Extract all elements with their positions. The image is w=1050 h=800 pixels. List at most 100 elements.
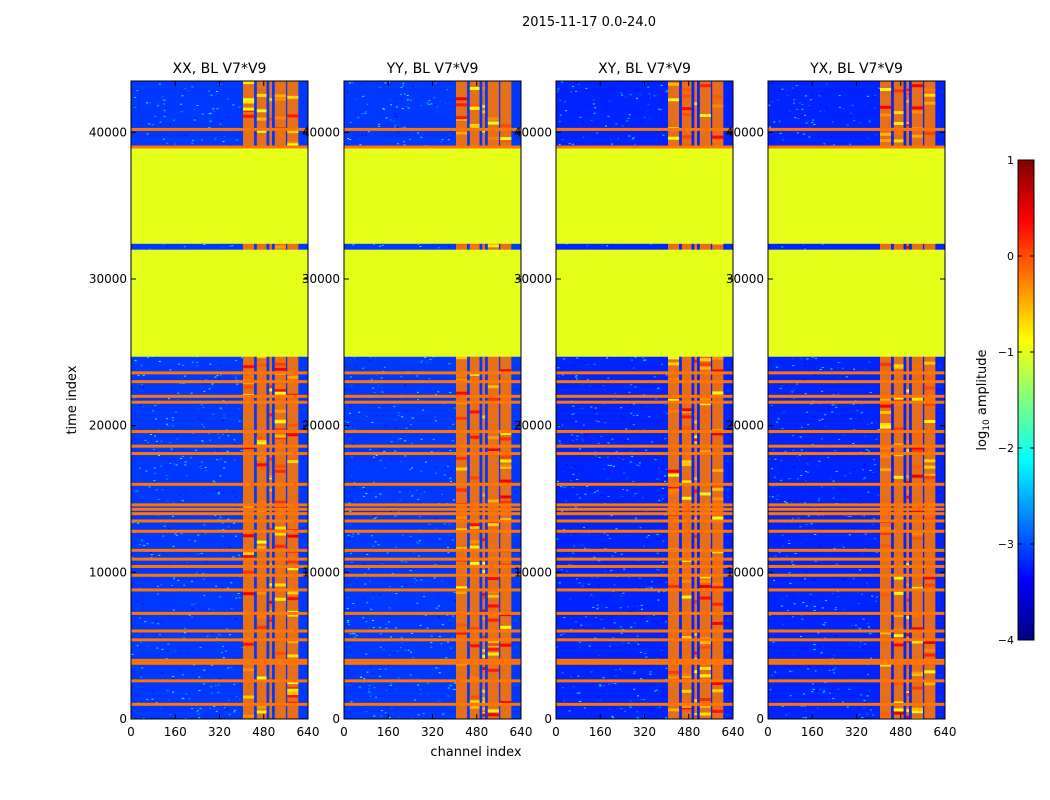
flagged-time-block	[768, 249, 945, 357]
rfi-time-row	[768, 679, 945, 683]
rfi-time-row	[131, 430, 308, 434]
flagged-time-block	[344, 249, 521, 357]
rfi-time-row	[131, 371, 308, 375]
rfi-time-row	[131, 679, 308, 683]
rfi-time-row	[556, 400, 733, 404]
flagged-time-block	[131, 148, 308, 244]
y-tick-label: 30000	[302, 272, 340, 286]
rfi-time-row	[556, 145, 733, 149]
rfi-time-row	[556, 394, 733, 398]
rfi-time-row	[131, 127, 308, 131]
rfi-time-row	[768, 629, 945, 633]
rfi-channel-band	[287, 81, 299, 719]
rfi-time-row	[131, 629, 308, 633]
y-tick-label: 20000	[726, 419, 764, 433]
rfi-time-row	[556, 430, 733, 434]
rfi-time-row	[131, 529, 308, 533]
rfi-time-row	[556, 573, 733, 577]
x-tick-label: 160	[164, 725, 187, 739]
x-tick-label: 480	[889, 725, 912, 739]
y-tick-label: 0	[544, 712, 552, 726]
rfi-channel-band	[482, 81, 486, 719]
rfi-time-row	[768, 588, 945, 592]
rfi-time-row	[131, 380, 308, 384]
rfi-time-row	[556, 452, 733, 456]
x-tick-label: 480	[465, 725, 488, 739]
y-tick-label: 30000	[726, 272, 764, 286]
flagged-time-block	[131, 249, 308, 357]
rfi-time-row	[556, 638, 733, 642]
rfi-time-row	[768, 430, 945, 434]
rfi-channel-band	[712, 81, 724, 719]
rfi-time-row	[344, 400, 521, 404]
rfi-time-row	[344, 503, 521, 507]
rfi-time-row	[556, 564, 733, 568]
rfi-time-row	[556, 519, 733, 523]
rfi-time-row	[768, 380, 945, 384]
rfi-time-row	[556, 661, 733, 665]
rfi-time-row	[556, 588, 733, 592]
rfi-time-row	[768, 452, 945, 456]
y-tick-label: 20000	[89, 419, 127, 433]
rfi-time-row	[768, 145, 945, 149]
rfi-time-row	[131, 444, 308, 448]
rfi-time-row	[344, 127, 521, 131]
rfi-time-row	[556, 444, 733, 448]
rfi-time-row	[344, 507, 521, 511]
x-tick-label: 320	[208, 725, 231, 739]
panel-4: YX, BL V7*V9 0 160 320 480 640 0 10000 20000 3000…	[726, 61, 957, 739]
panel-2: YY, BL V7*V9 0 160 320 480 640 0 10000 20000 3000…	[302, 61, 533, 739]
rfi-time-row	[344, 588, 521, 592]
panel-title: XY, BL V7*V9	[598, 61, 691, 77]
rfi-channel-band	[681, 81, 692, 719]
flagged-time-block	[556, 249, 733, 357]
rfi-time-row	[768, 394, 945, 398]
figure-suptitle: 2015-11-17 0.0-24.0	[522, 15, 656, 30]
rfi-time-row	[768, 444, 945, 448]
y-tick-label: 0	[119, 712, 127, 726]
x-tick-label: 640	[934, 725, 957, 739]
y-tick-label: 30000	[514, 272, 552, 286]
rfi-time-row	[131, 702, 308, 706]
y-tick-label: 40000	[89, 125, 127, 139]
rfi-time-row	[556, 512, 733, 516]
rfi-channel-band	[274, 81, 286, 719]
rfi-time-row	[556, 702, 733, 706]
heatmap-cells	[556, 81, 733, 719]
x-tick-label: 320	[421, 725, 444, 739]
x-tick-label: 640	[722, 725, 745, 739]
rfi-time-row	[556, 371, 733, 375]
colorbar-tick-label: −2	[998, 442, 1014, 455]
rfi-time-row	[344, 564, 521, 568]
rfi-time-row	[344, 482, 521, 486]
rfi-time-row	[768, 507, 945, 511]
y-tick-label: 0	[756, 712, 764, 726]
rfi-time-row	[344, 638, 521, 642]
rfi-time-row	[344, 658, 521, 662]
rfi-time-row	[556, 557, 733, 561]
rfi-time-row	[131, 394, 308, 398]
rfi-time-row	[344, 611, 521, 615]
x-tick-label: 320	[633, 725, 656, 739]
rfi-time-row	[131, 548, 308, 552]
rfi-time-row	[344, 380, 521, 384]
rfi-time-row	[556, 482, 733, 486]
rfi-channel-band	[906, 81, 910, 719]
rfi-time-row	[768, 573, 945, 577]
rfi-time-row	[131, 519, 308, 523]
rfi-time-row	[344, 557, 521, 561]
y-tick-label: 40000	[302, 125, 340, 139]
y-tick-label: 30000	[89, 272, 127, 286]
panel-title: YY, BL V7*V9	[386, 61, 479, 77]
y-axis-label: time index	[65, 365, 80, 434]
heatmap-cells	[344, 81, 521, 719]
rfi-time-row	[768, 371, 945, 375]
rfi-time-row	[131, 512, 308, 516]
colorbar-tick-label: −3	[998, 538, 1014, 551]
panels: XX, BL V7*V9 0 160 320 480 640 0 10000 20000 3000…	[89, 61, 957, 739]
colorbar-tick-label: 0	[1007, 250, 1014, 263]
colorbar-tick-label: −4	[998, 634, 1014, 647]
rfi-time-row	[556, 548, 733, 552]
rfi-time-row	[344, 548, 521, 552]
rfi-time-row	[768, 482, 945, 486]
